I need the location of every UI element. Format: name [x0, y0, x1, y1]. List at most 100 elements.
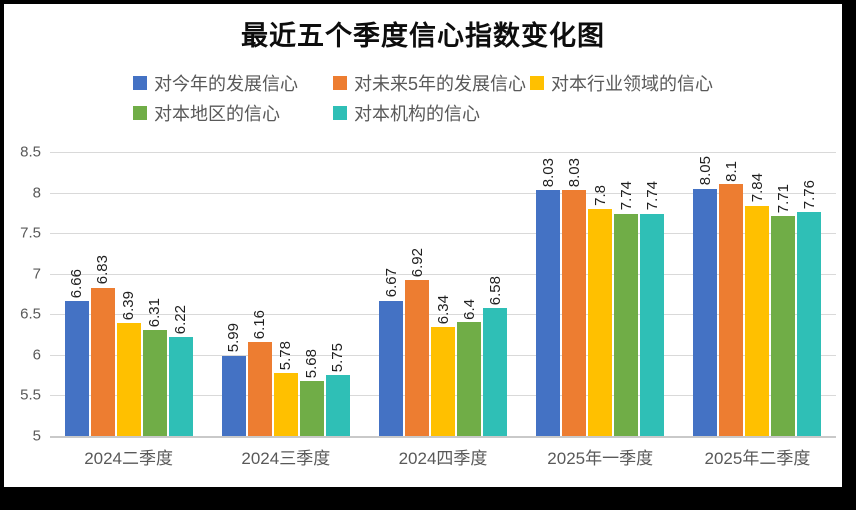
bar	[719, 184, 744, 436]
y-axis-tick-label: 5.5	[20, 386, 41, 404]
gridline	[50, 314, 836, 316]
data-label: 8.03	[539, 157, 557, 188]
chart-canvas: 最近五个季度信心指数变化图 对今年的发展信心 对未来5年的发展信心 对本行业领域的信…	[4, 4, 842, 487]
data-label: 7.76	[800, 179, 818, 210]
y-axis-tick-label: 7.5	[20, 224, 41, 242]
bar-with-label: 5.78	[273, 152, 298, 436]
bar-with-label: 6.22	[168, 152, 193, 436]
y-axis-tick-label: 6.5	[20, 305, 41, 323]
bar	[745, 205, 770, 436]
bar-with-label: 6.31	[142, 152, 167, 436]
bar-with-label: 6.58	[483, 152, 507, 436]
bar	[64, 301, 89, 436]
data-label: 6.58	[486, 275, 504, 305]
chart-plot-area: 5 5.5 6 6.5 7 7.5 8 8.5 6.66 6.83 6.39 6.31 6.22 5.9…	[4, 144, 842, 472]
data-label: 7.84	[748, 173, 766, 203]
bar-with-label: 5.99	[221, 152, 246, 436]
legend-row: 对本地区的信心 对本机构的信心	[133, 98, 713, 128]
bar	[797, 212, 822, 436]
data-label: 6.16	[251, 309, 269, 339]
bar	[168, 337, 193, 436]
data-label: 5.75	[329, 342, 347, 373]
y-axis-tick-label: 7	[32, 265, 41, 283]
legend-label: 对未来5年的发展信心	[354, 74, 527, 94]
y-axis-tick-label: 8.5	[20, 143, 41, 161]
bar-group: 6.66 6.83 6.39 6.31 6.22	[50, 152, 207, 436]
legend-label: 对本地区的信心	[154, 104, 280, 124]
bar-with-label: 7.84	[745, 152, 770, 436]
data-label: 6.34	[434, 295, 452, 325]
bar	[483, 307, 507, 436]
legend-label: 对本行业领域的信心	[551, 74, 713, 94]
data-label: 8.03	[565, 157, 583, 188]
legend-item: 对今年的发展信心	[133, 70, 333, 96]
bar	[536, 190, 561, 436]
bar-with-label: 6.92	[405, 152, 429, 436]
bar	[273, 372, 298, 436]
data-label: 6.4	[460, 298, 478, 320]
legend-swatch-icon	[333, 106, 347, 120]
bar	[588, 208, 613, 436]
data-label: 5.68	[303, 348, 321, 378]
x-axis: 2024二季度 2024三季度 2024四季度 2025年一季度 2025年二季度	[50, 444, 836, 469]
legend-swatch-icon	[333, 76, 347, 90]
data-label: 6.83	[94, 255, 112, 285]
bar-with-label: 8.03	[536, 152, 561, 436]
bar-with-label: 6.83	[90, 152, 115, 436]
data-label: 5.78	[277, 340, 295, 370]
gridline	[50, 273, 836, 275]
chart-title: 最近五个季度信心指数变化图	[241, 21, 605, 51]
bar-group: 5.99 6.16 5.78 5.68 5.75	[207, 152, 364, 436]
x-axis-category-label: 2024三季度	[241, 449, 331, 468]
bar-with-label: 7.8	[588, 152, 613, 436]
data-label: 8.1	[722, 160, 740, 182]
x-axis-category-label: 2024二季度	[84, 449, 174, 468]
bar-group: 8.05 8.1 7.84 7.71 7.76	[679, 152, 836, 436]
y-axis-tick-label: 8	[32, 184, 41, 202]
data-label: 6.31	[146, 297, 164, 327]
x-axis-category-label: 2025年二季度	[704, 449, 811, 468]
y-axis-tick-label: 6	[32, 346, 41, 364]
bar-with-label: 7.74	[614, 152, 639, 436]
bar-with-label: 6.16	[247, 152, 272, 436]
y-axis-tick-label: 5	[32, 427, 41, 445]
x-axis-category-label: 2025年一季度	[547, 449, 654, 468]
bar	[693, 188, 718, 436]
x-axis-category-label: 2024四季度	[398, 449, 488, 468]
bar-with-label: 6.34	[431, 152, 455, 436]
data-label: 7.71	[774, 183, 792, 214]
bar-with-label: 6.4	[457, 152, 481, 436]
legend-label: 对本机构的信心	[354, 104, 480, 124]
legend-swatch-icon	[133, 106, 147, 120]
legend-item: 对本行业领域的信心	[530, 70, 713, 96]
bar	[299, 380, 324, 436]
data-label: 7.74	[617, 181, 635, 211]
data-label: 7.74	[643, 181, 661, 211]
data-label: 6.66	[68, 269, 86, 299]
legend-row: 对今年的发展信心 对未来5年的发展信心 对本行业领域的信心	[133, 68, 713, 98]
bar-group: 8.03 8.03 7.8 7.74 7.74	[522, 152, 679, 436]
bar-with-label: 6.67	[379, 152, 403, 436]
plot-grid: 6.66 6.83 6.39 6.31 6.22 5.99 6.16 5.78 5.68 5.75…	[50, 152, 836, 438]
legend-swatch-icon	[530, 76, 544, 90]
bar-groups: 6.66 6.83 6.39 6.31 6.22 5.99 6.16 5.78 5.68 5.75…	[50, 152, 836, 436]
bar	[116, 323, 141, 436]
bar	[640, 213, 665, 436]
y-axis: 5 5.5 6 6.5 7 7.5 8 8.5	[4, 144, 44, 445]
bar	[457, 322, 481, 436]
data-label: 6.22	[172, 304, 190, 335]
data-label: 7.8	[591, 184, 609, 206]
legend-label: 对今年的发展信心	[154, 74, 298, 94]
bar-with-label: 6.66	[64, 152, 89, 436]
bar-group: 6.67 6.92 6.34 6.4 6.58	[364, 152, 521, 436]
bar	[247, 341, 272, 436]
bar	[771, 216, 796, 436]
legend-item: 对本地区的信心	[133, 100, 333, 126]
bar-with-label: 7.74	[640, 152, 665, 436]
bar-with-label: 8.03	[562, 152, 587, 436]
legend-item: 对未来5年的发展信心	[333, 70, 530, 96]
bar	[90, 287, 115, 436]
gridline	[50, 152, 836, 153]
bar	[142, 329, 167, 436]
bar	[562, 190, 587, 436]
